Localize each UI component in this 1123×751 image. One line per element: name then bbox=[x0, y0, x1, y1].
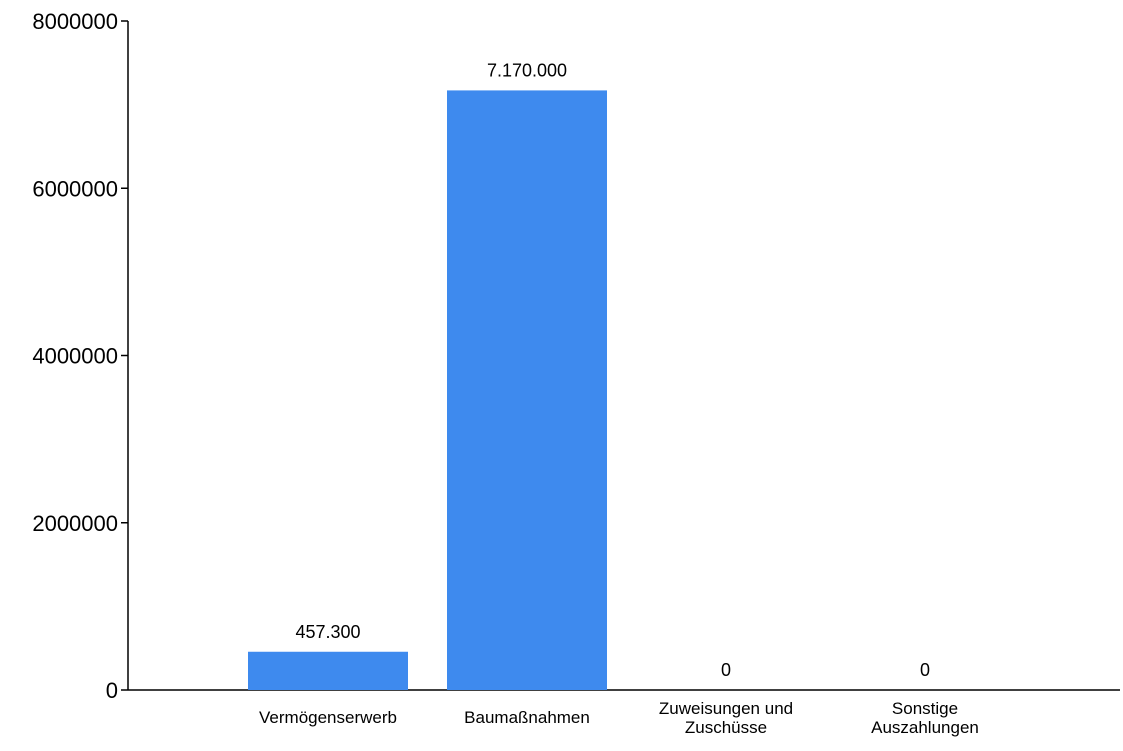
bar bbox=[447, 90, 607, 690]
x-category-label: Zuweisungen und Zuschüsse bbox=[659, 699, 793, 737]
x-category-label-line: Zuweisungen und bbox=[659, 699, 793, 718]
bar bbox=[248, 651, 408, 690]
bar-value-label: 0 bbox=[721, 660, 731, 680]
y-tick-label: 8000000 bbox=[32, 9, 118, 34]
y-tick-label: 0 bbox=[106, 678, 118, 703]
bar-value-label: 457.300 bbox=[295, 622, 360, 642]
x-category-label: Sonstige Auszahlungen bbox=[871, 699, 979, 737]
y-tick-label: 4000000 bbox=[32, 344, 118, 369]
x-category-label: Vermögenserwerb bbox=[259, 708, 397, 727]
bar-value-label: 0 bbox=[920, 660, 930, 680]
y-tick-label: 6000000 bbox=[32, 176, 118, 201]
x-category-label-line: Sonstige bbox=[892, 699, 958, 718]
x-category-label-line: Auszahlungen bbox=[871, 718, 979, 737]
bar-value-label: 7.170.000 bbox=[487, 60, 567, 80]
y-tick-label: 2000000 bbox=[32, 511, 118, 536]
x-category-label-line: Zuschüsse bbox=[685, 718, 767, 737]
x-category-label: Baumaßnahmen bbox=[464, 708, 590, 727]
